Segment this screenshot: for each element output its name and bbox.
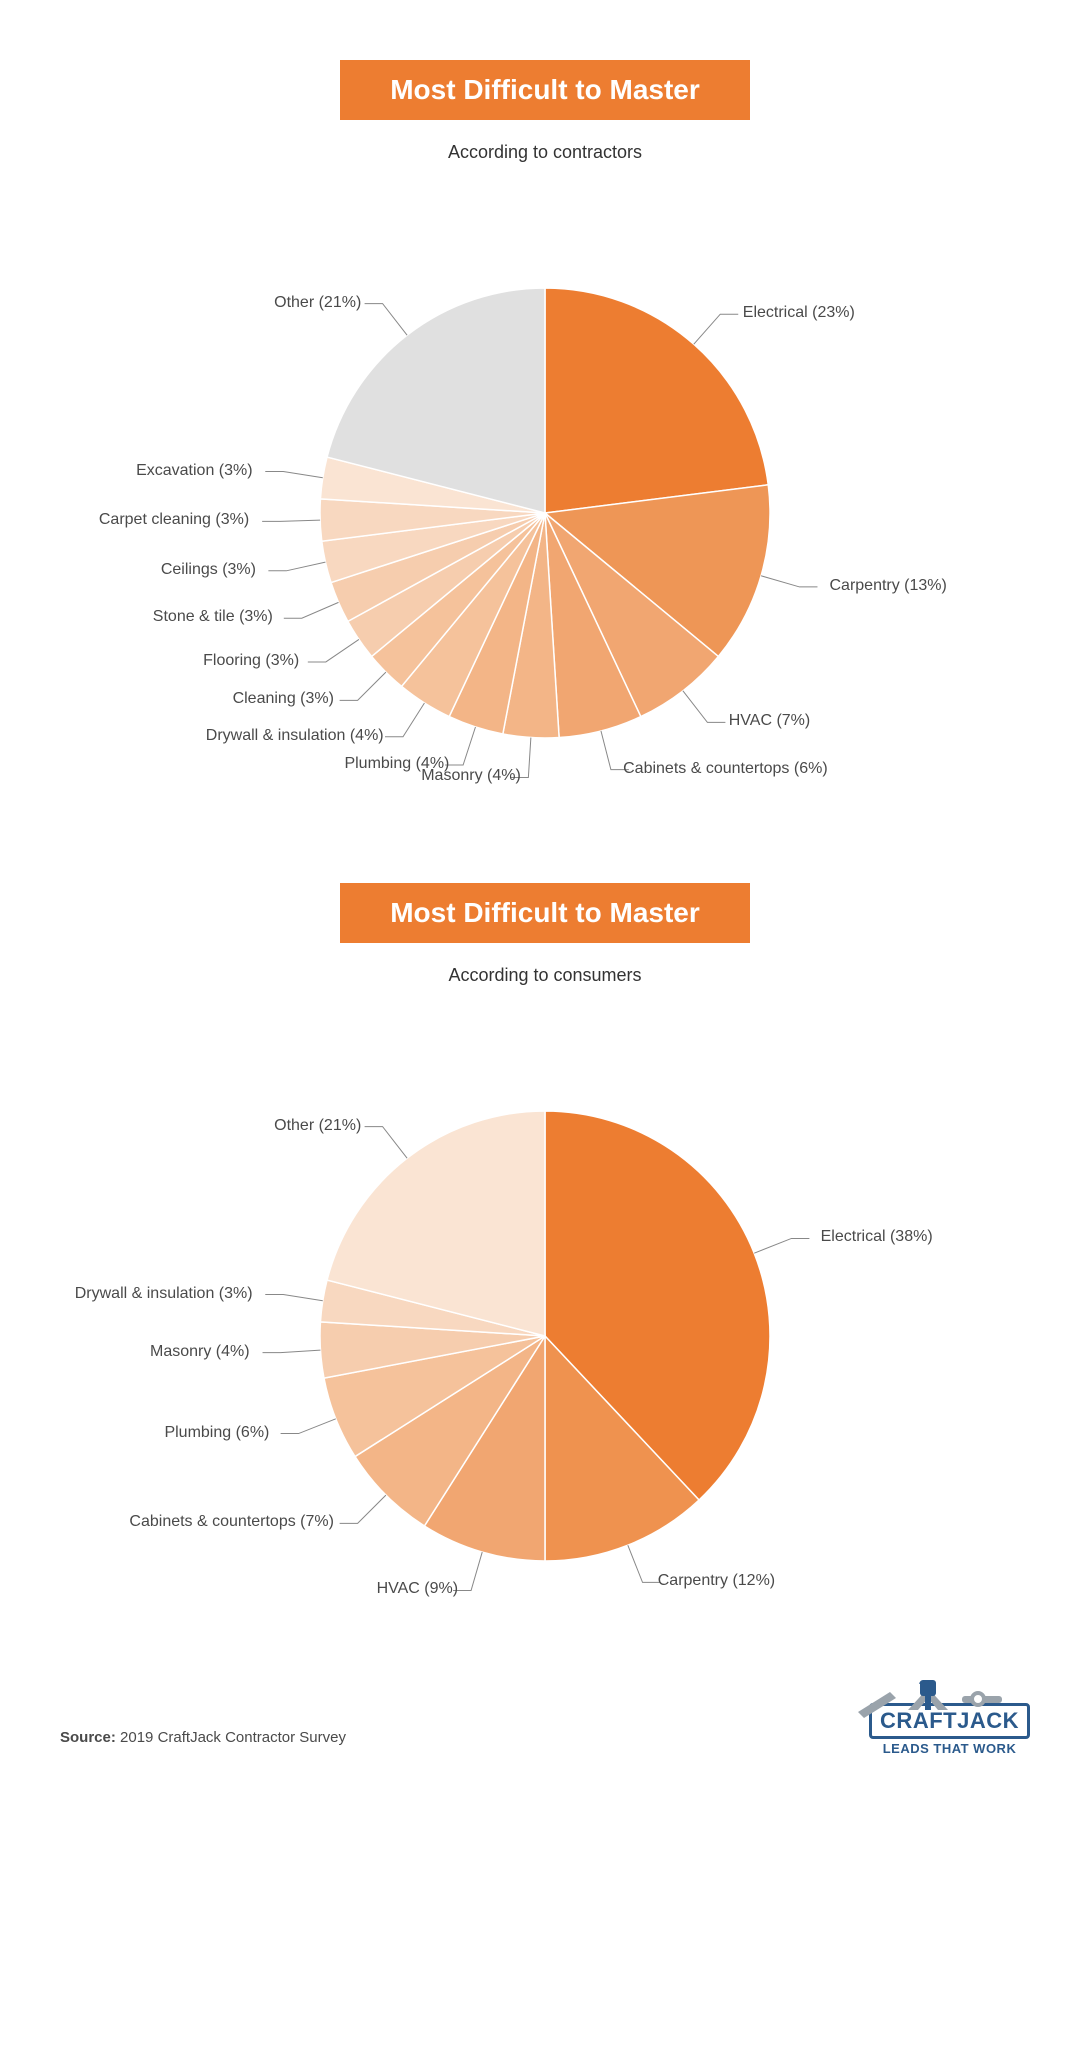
slice-label: HVAC (7%) bbox=[729, 712, 811, 730]
chart2-subtitle: According to consumers bbox=[0, 965, 1090, 986]
leader-line bbox=[340, 1495, 386, 1523]
leader-line bbox=[754, 1238, 809, 1253]
leader-line bbox=[262, 520, 320, 521]
slice-label: Cabinets & countertops (7%) bbox=[129, 1513, 334, 1531]
leader-line bbox=[365, 304, 408, 336]
leader-line bbox=[683, 691, 726, 723]
leader-line bbox=[308, 639, 359, 661]
slice-label: HVAC (9%) bbox=[377, 1580, 459, 1598]
pie-svg bbox=[70, 1026, 1020, 1646]
slice-label: Carpentry (13%) bbox=[829, 577, 946, 595]
logo-badge: CRAFTJACK bbox=[869, 1703, 1030, 1739]
leader-line bbox=[385, 703, 424, 737]
chart2-title: Most Difficult to Master bbox=[340, 883, 750, 943]
slice-label: Electrical (23%) bbox=[743, 304, 855, 322]
logo-tagline: LEADS THAT WORK bbox=[869, 1741, 1030, 1756]
leader-line bbox=[445, 727, 475, 765]
chart2-block: Most Difficult to Master According to co… bbox=[0, 823, 1090, 1646]
leader-line bbox=[281, 1419, 336, 1434]
slice-label: Other (21%) bbox=[274, 294, 361, 312]
leader-line bbox=[694, 314, 738, 344]
leader-line bbox=[268, 562, 325, 571]
slice-label: Electrical (38%) bbox=[821, 1228, 933, 1246]
craftjack-logo: CRAFTJACK LEADS THAT WORK bbox=[869, 1703, 1030, 1756]
page: Most Difficult to Master According to co… bbox=[0, 0, 1090, 1786]
logo-tools-icon bbox=[848, 1678, 1008, 1718]
slice-label: Excavation (3%) bbox=[136, 462, 253, 480]
slice-label: Cabinets & countertops (6%) bbox=[623, 760, 828, 778]
pie-slice bbox=[545, 288, 768, 513]
chart2-title-wrap: Most Difficult to Master bbox=[0, 883, 1090, 943]
leader-line bbox=[263, 1350, 321, 1353]
source-footer: Source: 2019 CraftJack Contractor Survey bbox=[60, 1729, 346, 1746]
leader-line bbox=[284, 602, 339, 618]
source-label: Source: bbox=[60, 1729, 116, 1746]
slice-label: Drywall & insulation (4%) bbox=[206, 727, 384, 745]
leader-line bbox=[365, 1127, 408, 1159]
slice-label: Plumbing (6%) bbox=[164, 1424, 269, 1442]
slice-label: Stone & tile (3%) bbox=[153, 608, 273, 626]
slice-label: Masonry (4%) bbox=[150, 1343, 250, 1361]
source-text: 2019 CraftJack Contractor Survey bbox=[116, 1729, 346, 1746]
slice-label: Drywall & insulation (3%) bbox=[75, 1285, 253, 1303]
slice-label: Plumbing (4%) bbox=[344, 755, 449, 773]
leader-line bbox=[340, 672, 386, 700]
slice-label: Flooring (3%) bbox=[203, 652, 299, 670]
leader-line bbox=[265, 472, 323, 478]
chart1-title: Most Difficult to Master bbox=[340, 60, 750, 120]
slice-label: Carpentry (12%) bbox=[658, 1572, 775, 1590]
slice-label: Other (21%) bbox=[274, 1117, 361, 1135]
chart2-pie: Electrical (38%) Carpentry (12%) HVAC (9%)… bbox=[70, 1026, 1020, 1646]
slice-label: Cleaning (3%) bbox=[233, 690, 334, 708]
slice-label: Carpet cleaning (3%) bbox=[99, 511, 249, 529]
chart1-subtitle: According to contractors bbox=[0, 142, 1090, 163]
leader-line bbox=[265, 1295, 323, 1301]
chart1-title-wrap: Most Difficult to Master bbox=[0, 60, 1090, 120]
chart1-block: Most Difficult to Master According to co… bbox=[0, 0, 1090, 823]
chart1-pie: Electrical (23%) Carpentry (13%) HVAC (7%)… bbox=[70, 203, 1020, 823]
leader-line bbox=[761, 576, 817, 587]
slice-label: Ceilings (3%) bbox=[161, 561, 256, 579]
leader-line bbox=[628, 1545, 661, 1582]
